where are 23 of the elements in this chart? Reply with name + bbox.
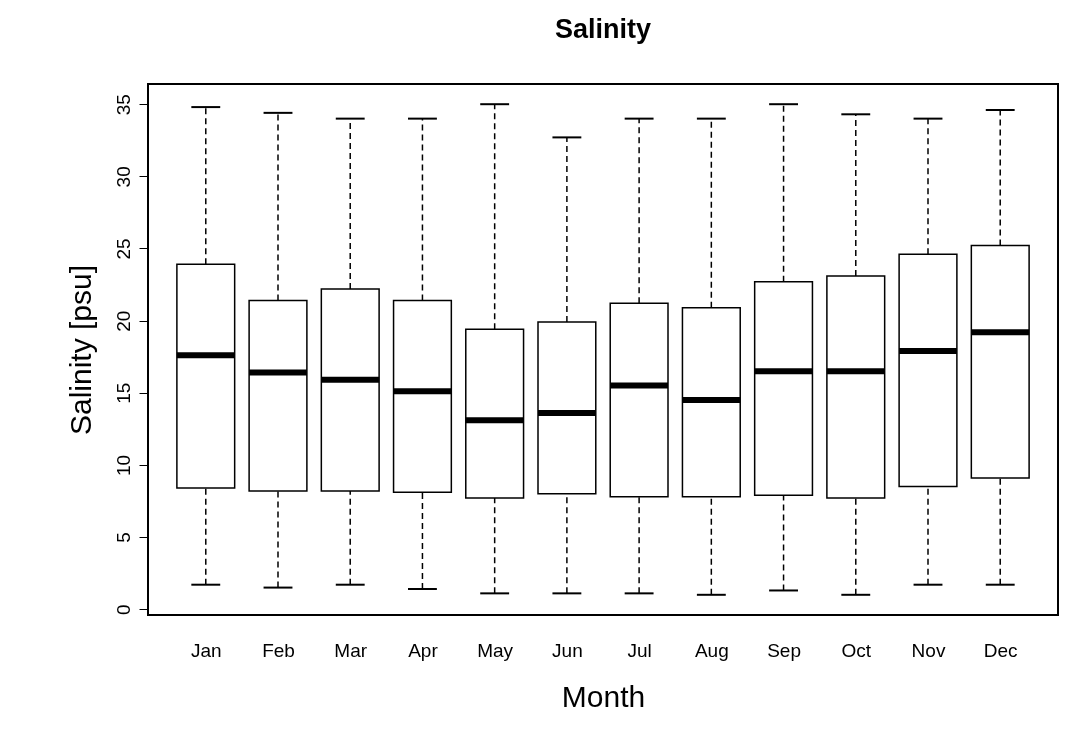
x-tick-label: Mar bbox=[334, 639, 368, 661]
chart-title: Salinity bbox=[554, 14, 652, 44]
x-tick-label: Feb bbox=[262, 639, 295, 661]
x-tick-label: Jan bbox=[190, 639, 222, 661]
y-tick-label: 35 bbox=[112, 94, 134, 116]
y-axis-title: Salinity [psu] bbox=[63, 264, 97, 436]
x-tick-label: Oct bbox=[841, 639, 872, 661]
x-tick-label: Sep bbox=[767, 639, 801, 661]
y-tick-label: 25 bbox=[112, 238, 134, 260]
x-axis-title: Month bbox=[561, 679, 646, 713]
x-tick-label: May bbox=[477, 639, 514, 661]
y-tick-label: 10 bbox=[112, 454, 134, 477]
y-tick-label: 30 bbox=[112, 166, 134, 188]
y-tick-label: 0 bbox=[112, 604, 134, 616]
y-tick-label: 20 bbox=[112, 310, 134, 332]
x-tick-label: Apr bbox=[408, 639, 439, 661]
x-tick-label: Nov bbox=[911, 639, 946, 661]
y-tick-label: 15 bbox=[112, 382, 134, 404]
x-tick-label: Aug bbox=[694, 639, 729, 661]
x-tick-label: Dec bbox=[983, 639, 1018, 661]
x-tick-label: Jul bbox=[627, 639, 652, 661]
y-tick-label: 5 bbox=[112, 532, 134, 543]
x-tick-label: Jun bbox=[552, 639, 583, 661]
